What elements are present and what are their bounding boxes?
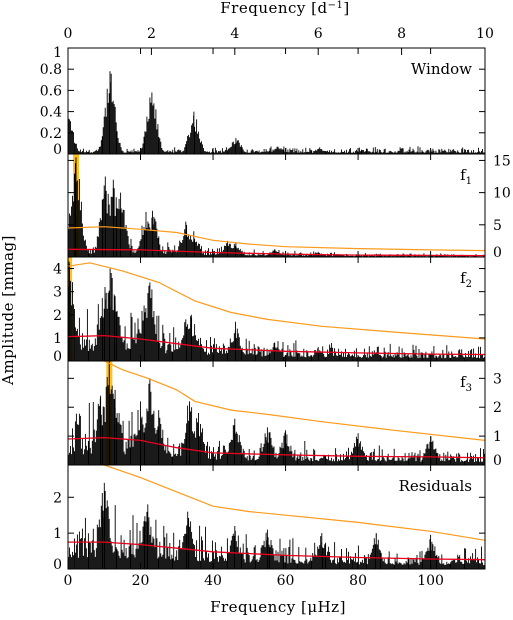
panel-5: 0 1 2 Residuals bbox=[53, 464, 486, 573]
significance-threshold-line bbox=[104, 465, 485, 541]
top-tick-label: 4 bbox=[230, 26, 239, 42]
y-tick-label: 2 bbox=[53, 308, 62, 324]
amplitude-spectrum bbox=[68, 71, 485, 154]
y-tick-label: 0.8 bbox=[40, 62, 62, 78]
bottom-axis-label: Frequency [μHz] bbox=[210, 598, 346, 616]
y-tick-label: 2 bbox=[493, 400, 502, 416]
noise-level-line bbox=[68, 334, 485, 356]
panel-label: Residuals bbox=[399, 477, 472, 495]
panel-plot-area bbox=[68, 257, 485, 361]
top-axis-label: Frequency [d−1] bbox=[220, 0, 349, 17]
bottom-tick-label: 20 bbox=[132, 573, 150, 589]
panel-label: f1 bbox=[460, 166, 472, 187]
y-tick-label: 1 bbox=[493, 429, 502, 445]
significance-threshold-line bbox=[68, 226, 485, 252]
top-tick-label: 8 bbox=[397, 26, 406, 42]
bottom-tick-label: 100 bbox=[417, 573, 444, 589]
panel-frame bbox=[67, 464, 486, 570]
y-tick-label: 0.6 bbox=[40, 83, 62, 99]
noise-level-line bbox=[68, 541, 485, 561]
bottom-tick-label: 40 bbox=[204, 573, 222, 589]
amplitude-spectrum bbox=[68, 157, 485, 257]
top-tick-label: 2 bbox=[147, 26, 156, 42]
y-tick-label: 0 bbox=[493, 453, 502, 469]
panel-4: 0 1 2 3 f3 bbox=[67, 360, 502, 469]
y-tick-label: 2 bbox=[53, 490, 62, 506]
amplitude-spectrum bbox=[68, 482, 485, 569]
panel-1: 00.2 0.4 0.6 0.81 Window bbox=[40, 45, 486, 158]
y-tick-label: 3 bbox=[493, 371, 502, 387]
panel-2: 0 5 10 15 f1 bbox=[67, 153, 511, 261]
y-tick-label: 1 bbox=[53, 526, 62, 542]
frequency-highlight bbox=[68, 257, 73, 361]
y-tick-label: 0 bbox=[53, 557, 62, 573]
y-tick-label: 15 bbox=[493, 153, 511, 169]
bottom-frequency-axis: 0 20 40 60 80 100 bbox=[64, 573, 444, 589]
significance-threshold-line bbox=[68, 262, 485, 340]
bottom-tick-label: 80 bbox=[349, 573, 367, 589]
panel-label: f2 bbox=[460, 269, 472, 290]
significance-threshold-line bbox=[104, 361, 485, 441]
y-tick-label: 4 bbox=[53, 262, 62, 278]
amplitude-spectrum bbox=[68, 261, 485, 361]
top-tick-label: 6 bbox=[314, 26, 323, 42]
bottom-tick-label: 60 bbox=[277, 573, 295, 589]
noise-level-line bbox=[68, 436, 485, 459]
y-tick-label: 1 bbox=[53, 331, 62, 347]
panel-3: 0 1 2 3 4 f2 bbox=[53, 256, 486, 365]
y-axis-label: Amplitude [mmag] bbox=[0, 235, 17, 386]
y-tick-label: 0 bbox=[493, 245, 502, 261]
top-tick-label: 10 bbox=[476, 26, 494, 42]
panel-label: Window bbox=[411, 60, 472, 78]
y-tick-label: 3 bbox=[53, 285, 62, 301]
top-frequency-axis: 0 2 4 6 8 10 bbox=[64, 26, 494, 55]
y-tick-label: 5 bbox=[493, 218, 502, 234]
amplitude-spectrum bbox=[68, 361, 485, 465]
top-tick-label: 0 bbox=[64, 26, 73, 42]
y-tick-label: 0.4 bbox=[40, 105, 62, 121]
y-tick-label: 0 bbox=[53, 142, 62, 158]
y-tick-label: 10 bbox=[493, 186, 511, 202]
panel-label: f3 bbox=[460, 373, 472, 394]
panel-plot-area bbox=[68, 71, 485, 154]
bottom-tick-label: 0 bbox=[64, 573, 73, 589]
y-tick-label: 1 bbox=[53, 45, 62, 61]
panel-plot-area bbox=[68, 361, 485, 465]
y-tick-label: 0.2 bbox=[40, 126, 62, 142]
panel-plot-area bbox=[68, 154, 485, 257]
y-tick-label: 0 bbox=[53, 349, 62, 365]
